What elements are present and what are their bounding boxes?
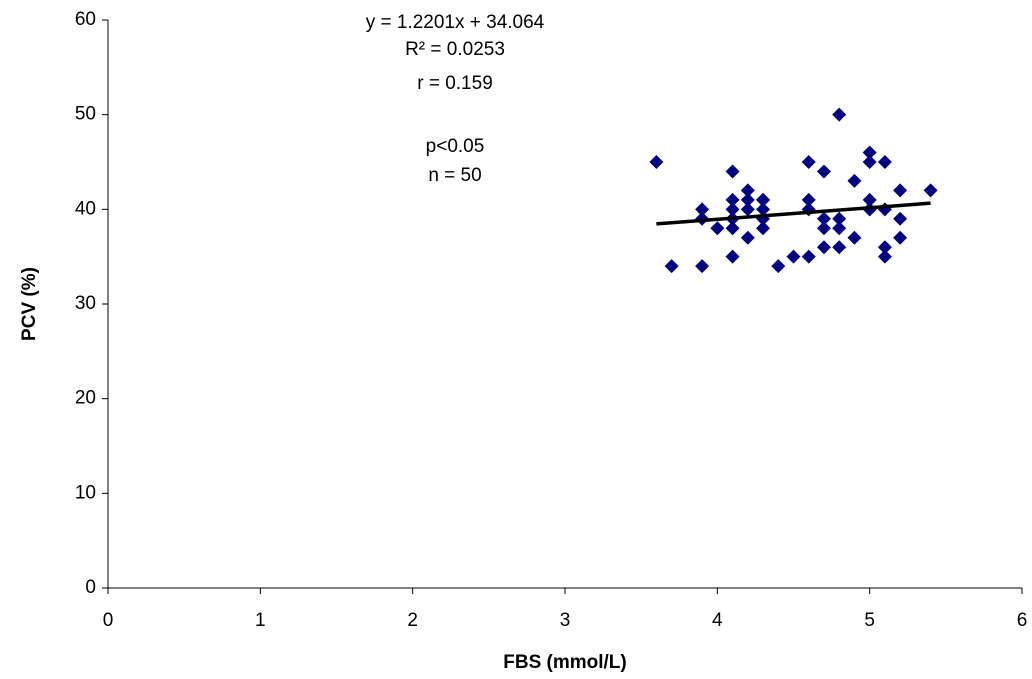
point — [771, 259, 786, 274]
x-tick-label: 4 — [712, 610, 723, 631]
trendline — [656, 201, 931, 226]
x-tick-label: 0 — [103, 610, 114, 631]
point — [816, 164, 831, 179]
annotation: R² = 0.0253 — [405, 39, 505, 60]
point — [801, 155, 816, 169]
point — [695, 259, 710, 274]
point — [740, 183, 755, 198]
x-tick-label: 2 — [407, 610, 418, 631]
annotation: y = 1.2201x + 34.064 — [366, 12, 545, 33]
point — [816, 221, 831, 236]
point — [847, 173, 862, 188]
y-tick-label: 60 — [75, 9, 96, 30]
point — [725, 192, 740, 207]
point — [923, 183, 938, 198]
point — [816, 240, 831, 255]
point — [862, 192, 877, 207]
y-tick-label: 0 — [85, 577, 96, 598]
x-tick-label: 3 — [560, 610, 571, 631]
point — [725, 221, 740, 236]
x-axis-title: FBS (mmol/L) — [503, 652, 627, 673]
y-tick-label: 10 — [75, 482, 96, 503]
annotation: p<0.05 — [426, 136, 485, 157]
point — [893, 230, 908, 245]
x-tick-label: 1 — [255, 610, 266, 631]
x-tick-label: 5 — [864, 610, 875, 631]
point — [710, 221, 725, 236]
point — [725, 202, 740, 217]
point — [725, 249, 740, 264]
point — [801, 249, 816, 264]
point — [862, 155, 877, 169]
point — [893, 211, 908, 226]
point — [832, 107, 847, 122]
y-axis-title: PCV (%) — [19, 267, 40, 341]
point — [847, 230, 862, 245]
y-tick-label: 50 — [75, 104, 96, 125]
point — [786, 249, 801, 264]
point — [862, 145, 877, 160]
point — [816, 211, 831, 226]
annotation: n = 50 — [428, 165, 481, 186]
point — [832, 240, 847, 255]
point — [801, 192, 816, 207]
point — [664, 259, 679, 274]
y-tick-label: 40 — [75, 198, 96, 219]
point — [649, 155, 664, 169]
point — [877, 249, 892, 264]
point — [740, 230, 755, 245]
y-tick-label: 30 — [75, 293, 96, 314]
annotation: r = 0.159 — [417, 73, 493, 94]
point — [756, 221, 771, 236]
point — [740, 192, 755, 207]
point — [740, 202, 755, 217]
point — [756, 202, 771, 217]
point — [832, 211, 847, 226]
x-tick-label: 6 — [1017, 610, 1028, 631]
point — [893, 183, 908, 198]
point — [695, 202, 710, 217]
point — [756, 192, 771, 207]
point — [832, 221, 847, 236]
point — [725, 164, 740, 179]
point — [877, 240, 892, 255]
point — [877, 155, 892, 169]
point — [877, 202, 892, 217]
y-tick-label: 20 — [75, 388, 96, 409]
